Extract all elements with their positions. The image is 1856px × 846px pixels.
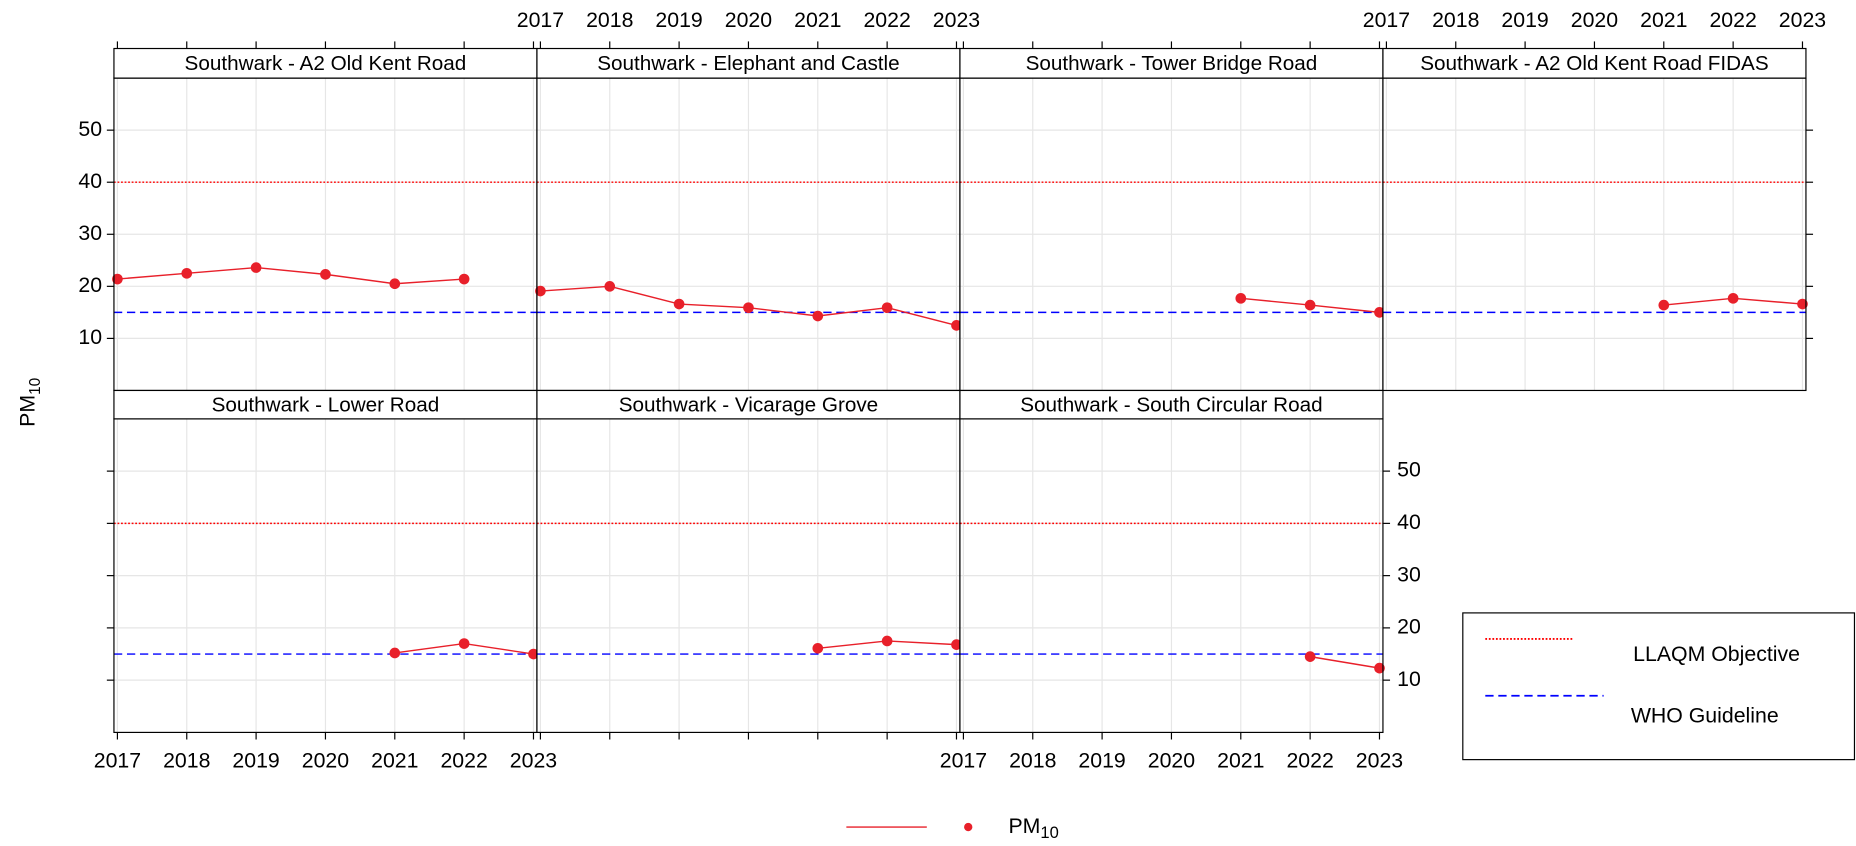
legend-label: LLAQM Objective xyxy=(1633,642,1800,666)
x-tick-label: 2022 xyxy=(1286,749,1333,773)
data-point xyxy=(951,639,962,650)
data-point xyxy=(1658,299,1670,311)
y-tick-label: 50 xyxy=(78,117,102,141)
x-tick-label: 2022 xyxy=(1709,8,1756,32)
strip xyxy=(113,47,538,79)
x-tick-label: 2023 xyxy=(1356,749,1403,773)
panel-title: Southwark - South Circular Road xyxy=(1020,393,1322,416)
x-tick-label: 2019 xyxy=(655,8,702,32)
x-tick-label: 2020 xyxy=(725,8,772,32)
x-tick-label: 2018 xyxy=(1009,749,1056,773)
y-tick-label: 30 xyxy=(1397,562,1421,586)
data-point xyxy=(1797,298,1808,310)
data-point xyxy=(181,267,193,279)
y-axis-label-sub: 10 xyxy=(27,378,44,395)
data-point xyxy=(250,262,262,273)
data-point xyxy=(1304,651,1316,662)
y-tick-label: 40 xyxy=(1397,510,1421,534)
x-tick-label: 2023 xyxy=(510,749,557,773)
y-tick-label: 40 xyxy=(78,169,102,193)
strip xyxy=(959,47,1384,79)
data-point xyxy=(458,273,470,285)
data-point xyxy=(320,269,331,280)
panel-title: Southwark - A2 Old Kent Road FIDAS xyxy=(1420,52,1768,75)
data-point xyxy=(1727,292,1739,304)
panel-title: Southwark - Elephant and Castle xyxy=(597,52,899,75)
x-tick-label: 2018 xyxy=(1432,8,1479,32)
y-tick-label: 50 xyxy=(1397,458,1421,482)
x-tick-label: 2017 xyxy=(517,8,564,32)
data-point xyxy=(951,320,962,331)
x-tick-label: 2020 xyxy=(1571,8,1618,32)
x-tick-label: 2020 xyxy=(302,749,349,773)
y-tick-label: 20 xyxy=(1397,615,1421,639)
x-tick-label: 2018 xyxy=(586,8,633,32)
data-point xyxy=(812,642,824,654)
data-point xyxy=(389,647,401,659)
strip xyxy=(113,389,538,420)
data-point xyxy=(528,648,539,660)
data-point xyxy=(881,302,893,314)
data-line xyxy=(117,266,465,285)
data-point xyxy=(604,281,616,292)
y-axis-label-base: PM xyxy=(15,395,39,427)
x-tick-label: 2017 xyxy=(940,749,987,773)
x-tick-label: 2021 xyxy=(1217,749,1264,773)
x-tick-label: 2019 xyxy=(1078,749,1125,773)
data-point xyxy=(812,310,824,322)
key-label-base: PM xyxy=(1008,814,1040,838)
y-tick-label: 20 xyxy=(78,273,102,297)
data-line xyxy=(1310,655,1380,669)
y-tick-label: 30 xyxy=(78,221,102,245)
key-label: PM10 xyxy=(1008,814,1058,843)
x-tick-label: 2021 xyxy=(794,8,841,32)
strip xyxy=(1382,47,1807,79)
data-point xyxy=(458,638,470,649)
x-tick-label: 2021 xyxy=(1640,8,1687,32)
x-tick-label: 2021 xyxy=(371,749,418,773)
data-point xyxy=(112,273,123,285)
legend-label: WHO Guideline xyxy=(1631,704,1779,728)
strip xyxy=(536,389,961,420)
data-point xyxy=(881,635,893,647)
data-point xyxy=(389,278,401,290)
strip xyxy=(959,389,1384,420)
data-point xyxy=(743,302,754,314)
y-axis-label: PM10 xyxy=(15,378,44,427)
panel-title: Southwark - Tower Bridge Road xyxy=(1026,52,1318,75)
x-tick-label: 2019 xyxy=(232,749,279,773)
x-tick-label: 2022 xyxy=(440,749,487,773)
y-tick-label: 10 xyxy=(78,325,102,349)
x-tick-label: 2017 xyxy=(94,749,141,773)
x-tick-label: 2017 xyxy=(1363,8,1410,32)
x-tick-label: 2023 xyxy=(1779,8,1826,32)
data-point xyxy=(673,298,685,310)
legend-box xyxy=(1462,612,1856,761)
x-tick-label: 2020 xyxy=(1148,749,1195,773)
data-point xyxy=(1374,307,1385,318)
x-tick-label: 2023 xyxy=(933,8,980,32)
data-point xyxy=(535,285,546,297)
panel-title: Southwark - A2 Old Kent Road xyxy=(185,52,467,75)
key-label-sub: 10 xyxy=(1040,824,1058,843)
x-tick-label: 2018 xyxy=(163,749,210,773)
data-point xyxy=(1235,292,1247,304)
panel-title: Southwark - Lower Road xyxy=(212,393,440,416)
data-point xyxy=(1304,299,1316,311)
key-point xyxy=(964,822,973,832)
data-point xyxy=(1374,662,1385,674)
x-tick-label: 2022 xyxy=(863,8,910,32)
panel-title: Southwark - Vicarage Grove xyxy=(619,393,878,416)
y-tick-label: 10 xyxy=(1397,667,1421,691)
x-tick-label: 2019 xyxy=(1501,8,1548,32)
